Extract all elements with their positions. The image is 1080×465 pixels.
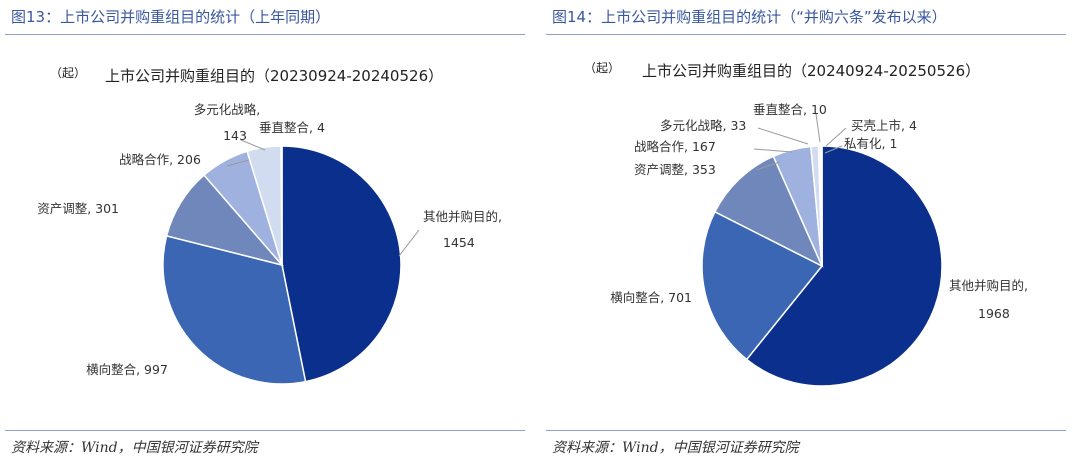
data-label: 其他并购目的, — [423, 209, 502, 224]
data-label: 资产调整, 301 — [37, 201, 119, 216]
pie-slice — [745, 145, 943, 387]
leader-line — [226, 159, 250, 167]
pie-chart: （起） 上市公司并购重组目的（20240924-20250526） 其他并购目的, 1… — [584, 61, 1028, 387]
pie-chart: （起） 上市公司并购重组目的（20230924-20240526） 其他并购目的, 1… — [37, 66, 502, 385]
leader-line — [398, 229, 420, 257]
pie-slice — [162, 234, 307, 385]
data-label: 横向整合, 701 — [610, 290, 692, 305]
leader-line — [757, 127, 809, 145]
source-note: 资料来源：Wind，中国银河证券研究院 — [552, 440, 799, 456]
data-label: 买壳上市, 4 — [851, 118, 917, 133]
data-label: 垂直整合, 4 — [259, 120, 325, 135]
data-label: 私有化, 1 — [844, 136, 897, 151]
data-label: 资产调整, 353 — [634, 162, 716, 177]
top-rule — [5, 34, 525, 35]
data-label: 战略合作, 206 — [119, 152, 201, 167]
data-label: 143 — [223, 128, 247, 143]
leader-line — [240, 139, 266, 151]
data-label: 1454 — [443, 235, 475, 250]
data-label: 1968 — [978, 306, 1010, 321]
bottom-rule — [5, 430, 525, 431]
unit-label: （起） — [50, 66, 86, 80]
leader-line — [753, 148, 793, 153]
top-rule — [546, 34, 1066, 35]
pie-slice — [281, 145, 402, 383]
bottom-rule — [546, 430, 1066, 431]
leader-line — [824, 145, 843, 154]
figure-14-panel: 图14：上市公司并购重组目的统计（“并购六条”发布以来） （起） 上市公司并购重组… — [546, 0, 1066, 465]
leader-line — [755, 161, 781, 171]
data-label: 垂直整合, 10 — [753, 102, 827, 117]
pie-slice — [701, 210, 824, 361]
chart-title: 上市公司并购重组目的（20230924-20240526） — [105, 67, 443, 85]
figure-caption: 图14：上市公司并购重组目的统计（“并购六条”发布以来） — [552, 8, 947, 26]
pie-slice — [280, 145, 283, 266]
leader-line — [825, 127, 847, 147]
chart-title: 上市公司并购重组目的（20240924-20250526） — [642, 62, 980, 80]
unit-label: （起） — [584, 61, 620, 75]
figure-13-panel: 图13：上市公司并购重组目的统计（上年同期） （起） 上市公司并购重组目的（202… — [5, 0, 525, 465]
pie-slice — [713, 155, 824, 268]
data-label: 战略合作, 167 — [634, 139, 716, 154]
leader-line — [815, 113, 821, 143]
data-label: 多元化战略, — [194, 102, 260, 117]
data-label: 多元化战略, 33 — [660, 118, 746, 133]
data-label: 横向整合, 997 — [86, 362, 168, 377]
figure-caption: 图13：上市公司并购重组目的统计（上年同期） — [11, 8, 331, 26]
source-note: 资料来源：Wind，中国银河证券研究院 — [11, 440, 258, 456]
data-label: 其他并购目的, — [949, 278, 1028, 293]
